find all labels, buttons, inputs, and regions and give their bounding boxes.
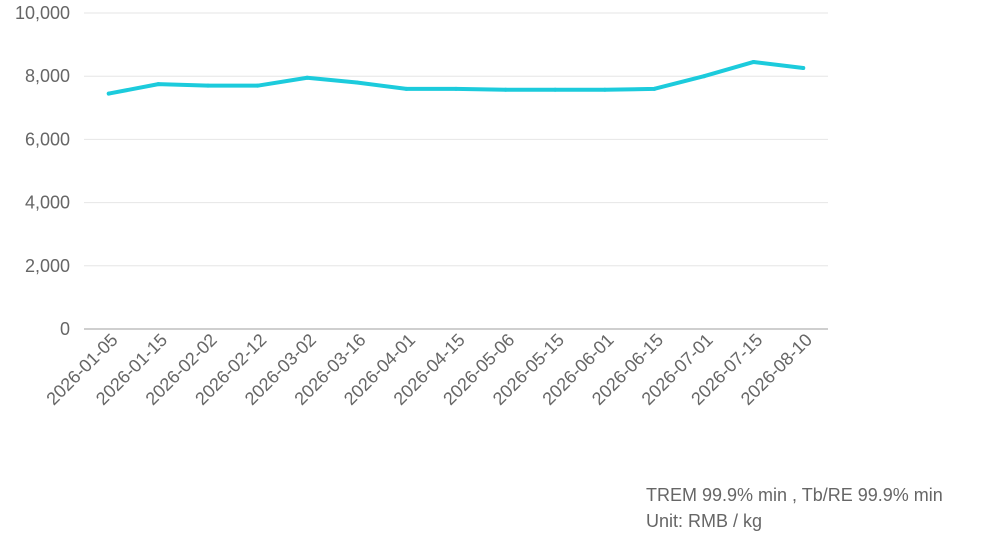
series-point [652,86,657,91]
y-tick-label: 8,000 [25,66,70,86]
y-tick-label: 4,000 [25,193,70,213]
y-tick-label: 10,000 [15,3,70,23]
series-point [553,87,558,92]
series-point [255,83,260,88]
series-layer [106,59,806,96]
chart-notes: TREM 99.9% min , Tb/RE 99.9% min Unit: R… [646,482,943,534]
series-point [106,91,111,96]
x-axis-tick-labels: 2026-01-052026-01-152026-02-022026-02-12… [42,330,816,409]
series-point [751,59,756,64]
series-point [503,87,508,92]
series-point [206,83,210,88]
notes-line-2: Unit: RMB / kg [646,511,763,531]
y-tick-label: 2,000 [25,256,70,276]
series-point [454,86,458,91]
series-point [801,65,806,70]
series-point [702,74,706,79]
series-point [156,82,161,87]
series-point [602,87,607,92]
y-tick-label: 0 [60,319,70,339]
y-tick-label: 6,000 [25,129,70,149]
notes-line-1: TREM 99.9% min , Tb/RE 99.9% min [646,485,943,505]
series-point [404,86,409,91]
series-point [305,75,310,80]
grid-lines [84,12,828,267]
y-axis-tick-labels: 0 2,000 4,000 6,000 8,000 10,000 [15,3,70,339]
series-point [354,80,359,85]
